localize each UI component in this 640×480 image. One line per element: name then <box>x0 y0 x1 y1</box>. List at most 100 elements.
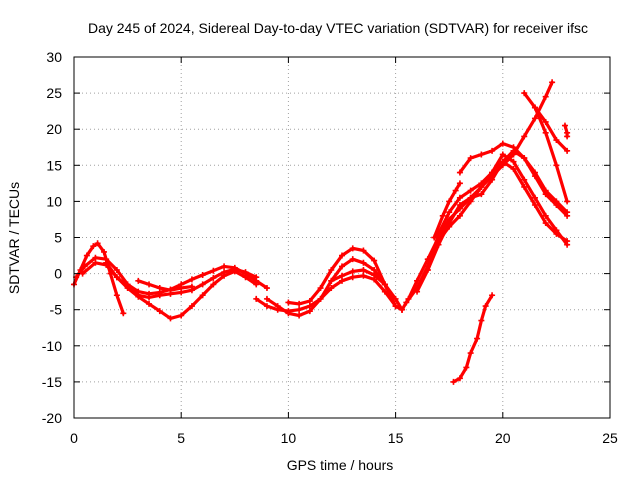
data-point <box>553 137 560 144</box>
data-point <box>549 79 556 86</box>
x-tick-label: 0 <box>70 430 78 446</box>
data-point <box>79 270 86 277</box>
data-point <box>499 158 506 165</box>
data-point <box>489 292 496 299</box>
data-point <box>521 176 528 183</box>
data-point <box>399 306 406 313</box>
data-point <box>489 176 496 183</box>
data-point <box>328 277 335 284</box>
data-point <box>113 292 120 299</box>
series-layer <box>71 79 571 385</box>
x-tick-label: 15 <box>388 430 404 446</box>
data-point <box>199 292 206 299</box>
series-line <box>533 105 569 203</box>
x-tick-label: 10 <box>281 430 297 446</box>
data-point <box>564 198 571 205</box>
y-tick-label: 15 <box>46 157 62 173</box>
data-point <box>521 90 528 97</box>
data-point <box>92 254 99 261</box>
data-point <box>371 266 378 273</box>
data-point <box>360 259 367 266</box>
data-point <box>167 287 174 294</box>
data-point <box>542 93 549 100</box>
data-point <box>317 285 324 292</box>
data-point <box>103 259 110 266</box>
axis-ticks <box>73 56 611 419</box>
data-point <box>561 122 568 129</box>
data-point <box>467 187 474 194</box>
data-point <box>489 169 496 176</box>
data-point <box>564 238 571 245</box>
data-point <box>542 118 549 125</box>
data-point <box>242 269 249 276</box>
data-point <box>135 292 142 299</box>
y-tick-label: 5 <box>54 230 62 246</box>
data-point <box>285 299 292 306</box>
data-point <box>424 266 431 273</box>
data-point <box>328 266 335 273</box>
data-point <box>456 202 463 209</box>
data-point <box>306 298 313 305</box>
data-point <box>521 183 528 190</box>
data-point <box>263 285 270 292</box>
data-point <box>339 272 345 279</box>
data-point <box>467 194 474 201</box>
data-point <box>521 133 528 140</box>
data-point <box>360 247 367 254</box>
data-point <box>542 129 549 136</box>
data-point <box>392 303 399 310</box>
y-tick-label: 10 <box>46 193 62 209</box>
data-point <box>349 274 356 281</box>
data-point <box>188 303 195 310</box>
data-point <box>553 202 560 209</box>
data-point <box>263 295 270 302</box>
series-1 <box>71 240 127 317</box>
data-point <box>478 317 485 324</box>
series-line <box>329 268 387 286</box>
series-14 <box>431 180 463 241</box>
y-tick-label: -20 <box>42 410 62 426</box>
data-point <box>210 267 217 274</box>
series-11 <box>403 151 571 306</box>
data-point <box>253 274 260 281</box>
x-axis-label: GPS time / hours <box>287 457 394 473</box>
x-tick-label: 20 <box>495 430 511 446</box>
data-point <box>564 212 571 219</box>
series-9 <box>328 266 388 288</box>
series-4 <box>103 259 260 301</box>
series-18 <box>561 122 571 140</box>
data-point <box>499 151 506 158</box>
data-point <box>499 140 506 147</box>
data-point <box>199 281 206 288</box>
data-point <box>478 151 485 158</box>
data-point <box>456 212 463 219</box>
data-point <box>360 272 367 279</box>
data-point <box>221 269 228 276</box>
data-point <box>328 285 335 292</box>
data-point <box>521 155 528 162</box>
data-point <box>456 194 463 201</box>
data-point <box>81 263 88 270</box>
data-point <box>339 263 345 270</box>
data-point <box>146 294 153 301</box>
y-tick-labels: -20 -15 -10 -5 0 5 10 15 20 25 30 <box>42 49 62 426</box>
data-point <box>482 303 489 310</box>
data-point <box>371 257 378 264</box>
data-point <box>113 266 120 273</box>
data-point <box>231 266 238 273</box>
data-point <box>531 202 538 209</box>
data-point <box>156 308 163 315</box>
data-point <box>467 155 474 162</box>
data-point <box>474 335 481 342</box>
data-point <box>210 274 217 281</box>
data-point <box>381 281 388 288</box>
data-point <box>531 173 538 180</box>
data-point <box>414 288 421 295</box>
data-point <box>253 281 260 288</box>
data-point <box>456 169 463 176</box>
data-point <box>510 158 517 165</box>
data-point <box>156 285 163 292</box>
data-point <box>456 180 463 187</box>
data-point <box>467 350 474 357</box>
